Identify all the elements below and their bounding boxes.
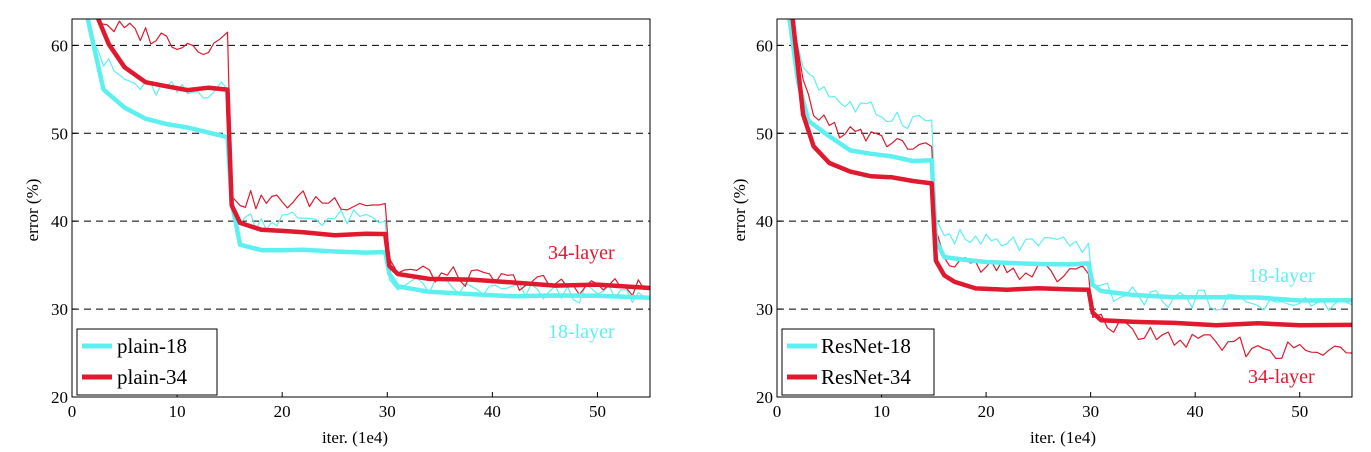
series-line-plain-34 bbox=[96, 19, 650, 291]
x-tick-label: 40 bbox=[484, 402, 501, 421]
legend: plain-18 plain-34 bbox=[76, 328, 218, 396]
y-tick-label: 50 bbox=[756, 124, 773, 143]
axis-ticks: 0 10 20 30 40 50 20 30 40 50 60 bbox=[51, 36, 606, 421]
x-tick-label: 20 bbox=[274, 402, 291, 421]
plot-frame bbox=[71, 18, 651, 398]
annotation-34-layer: 34-layer bbox=[1248, 366, 1315, 388]
train-lines bbox=[788, 19, 1352, 359]
y-tick-label: 30 bbox=[51, 300, 68, 319]
x-axis-label: iter. (1e4) bbox=[1030, 428, 1096, 447]
series-line-resnet-34-train bbox=[792, 19, 1352, 359]
y-tick-label: 20 bbox=[756, 388, 773, 407]
y-tick-label: 60 bbox=[756, 36, 773, 55]
series-line-resnet-18 bbox=[787, 19, 1352, 303]
annotation-18-layer: 18-layer bbox=[548, 321, 615, 343]
y-tick-label: 40 bbox=[51, 212, 68, 231]
y-axis-label: error (%) bbox=[730, 179, 749, 242]
plain-chart: 0 10 20 30 40 50 20 30 40 50 60 iter. (1e4) error … bbox=[23, 18, 651, 447]
y-tick-label: 60 bbox=[51, 36, 68, 55]
x-tick-label: 10 bbox=[169, 402, 186, 421]
y-tick-label: 30 bbox=[756, 300, 773, 319]
legend-box bbox=[76, 328, 218, 396]
legend-label-resnet-34: ResNet-34 bbox=[821, 365, 911, 389]
annotation-18-layer: 18-layer bbox=[1248, 265, 1315, 287]
x-tick-label: 50 bbox=[1291, 402, 1308, 421]
legend-label-plain-34: plain-34 bbox=[117, 365, 187, 389]
x-tick-label: 0 bbox=[773, 402, 782, 421]
legend-box bbox=[781, 328, 935, 396]
series-line-resnet-34 bbox=[790, 19, 1352, 328]
x-tick-label: 20 bbox=[978, 402, 995, 421]
series-line-resnet-18-train bbox=[788, 19, 1352, 312]
resnet-chart: 0 10 20 30 40 50 20 30 40 50 60 iter. (1e4) error … bbox=[730, 18, 1353, 447]
y-tick-label: 20 bbox=[51, 388, 68, 407]
legend: ResNet-18 ResNet-34 bbox=[781, 328, 935, 396]
y-axis-label: error (%) bbox=[23, 179, 42, 242]
plot-frame bbox=[776, 18, 1353, 398]
series-line-plain-34-train bbox=[99, 20, 650, 297]
x-tick-label: 40 bbox=[1187, 402, 1204, 421]
legend-label-resnet-18: ResNet-18 bbox=[821, 334, 911, 358]
series-line-plain-18 bbox=[85, 19, 650, 300]
x-tick-label: 50 bbox=[589, 402, 606, 421]
y-tick-label: 40 bbox=[756, 212, 773, 231]
legend-label-plain-18: plain-18 bbox=[117, 334, 187, 358]
x-tick-label: 0 bbox=[68, 402, 77, 421]
annotation-34-layer: 34-layer bbox=[548, 242, 615, 264]
y-tick-label: 50 bbox=[51, 124, 68, 143]
val-lines bbox=[85, 19, 650, 300]
x-tick-label: 30 bbox=[1082, 402, 1099, 421]
x-axis-label: iter. (1e4) bbox=[322, 428, 388, 447]
x-tick-label: 30 bbox=[379, 402, 396, 421]
grid-lines bbox=[72, 44, 650, 310]
x-tick-label: 10 bbox=[873, 402, 890, 421]
axis-ticks: 0 10 20 30 40 50 20 30 40 50 60 bbox=[756, 36, 1308, 421]
val-lines bbox=[787, 19, 1352, 328]
